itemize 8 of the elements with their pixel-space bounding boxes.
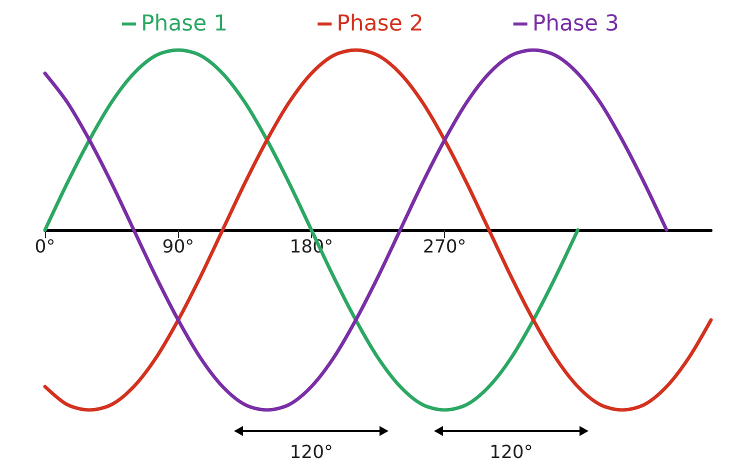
legend-label: Phase 3 bbox=[532, 12, 620, 36]
legend-label: Phase 1 bbox=[140, 12, 228, 36]
legend-label: Phase 2 bbox=[336, 12, 424, 36]
text: 120° bbox=[288, 442, 334, 463]
text: 120° bbox=[488, 442, 534, 463]
x-tick-label: 0° bbox=[34, 236, 56, 258]
x-tick-label: 90° bbox=[162, 236, 194, 258]
x-tick-label: 270° bbox=[422, 236, 466, 258]
